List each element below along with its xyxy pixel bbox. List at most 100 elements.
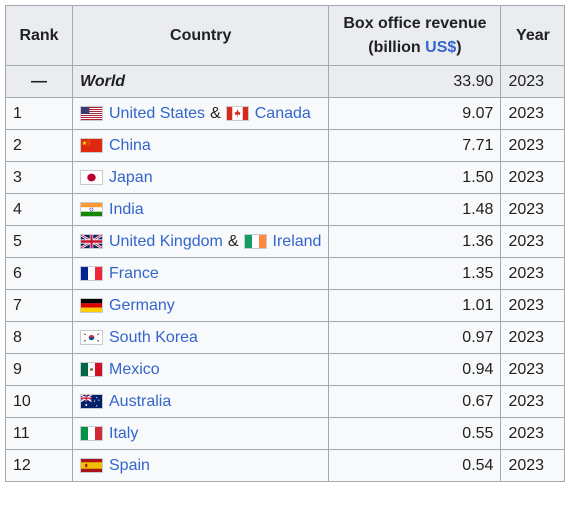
country-link[interactable]: France	[109, 264, 159, 282]
revenue-header[interactable]: Box office revenue (billion US$)	[328, 5, 502, 66]
country-group: United Kingdom & Ireland	[80, 233, 321, 251]
world-label: World	[71, 65, 330, 98]
country-group: India	[80, 201, 321, 219]
rank-header[interactable]: Rank	[5, 5, 73, 66]
country-link[interactable]: Canada	[254, 104, 311, 122]
flag-in-icon[interactable]	[80, 202, 103, 217]
flag-ie-icon[interactable]	[243, 234, 267, 249]
country-group: South Korea	[80, 329, 321, 347]
country-header-label: Country	[170, 26, 232, 44]
country-group: Japan	[80, 169, 321, 187]
country-cell: India	[71, 193, 330, 226]
year-cell: 2023	[500, 289, 566, 322]
country-link[interactable]: Italy	[109, 424, 139, 442]
country-link[interactable]: Ireland	[272, 232, 322, 250]
world-row: — World 33.90 2023	[5, 65, 566, 98]
flag-de-icon[interactable]	[80, 298, 103, 313]
country-link[interactable]: China	[109, 136, 151, 154]
year-cell: 2023	[500, 353, 566, 386]
country-link[interactable]: Mexico	[109, 360, 160, 378]
rank-cell: 7	[5, 289, 73, 322]
flag-es-icon[interactable]	[80, 458, 103, 473]
table-row: 2 China 7.71 2023	[5, 129, 566, 162]
table-row: 7 Germany 1.01 2023	[5, 289, 566, 322]
year-cell: 2023	[500, 225, 566, 258]
table-row: 10 Australia 0.67 2023	[5, 385, 566, 418]
flag-mx-icon[interactable]	[80, 362, 103, 377]
table-row: 6 France 1.35 2023	[5, 257, 566, 290]
country-cell: France	[71, 257, 330, 290]
rank-cell: 6	[5, 257, 73, 290]
revenue-cell: 0.54	[328, 449, 502, 482]
country-group: Spain	[80, 457, 321, 475]
country-group: United States & Canada	[80, 105, 321, 123]
world-revenue: 33.90	[328, 65, 502, 98]
flag-it-icon[interactable]	[80, 426, 103, 441]
country-group: China	[80, 137, 321, 155]
country-link[interactable]: Australia	[109, 392, 172, 410]
country-group: Germany	[80, 297, 321, 315]
flag-us-icon[interactable]	[80, 106, 103, 121]
flag-jp-icon[interactable]	[80, 170, 103, 185]
rank-header-label: Rank	[19, 26, 59, 44]
rank-cell: 1	[5, 97, 73, 130]
flag-fr-icon[interactable]	[80, 266, 103, 281]
table-row: 8 South Korea 0.97 2023	[5, 321, 566, 354]
revenue-cell: 9.07	[328, 97, 502, 130]
rank-cell: 4	[5, 193, 73, 226]
table-row: 5 United Kingdom & Ireland 1.36 2023	[5, 225, 566, 258]
country-cell: Italy	[71, 417, 330, 450]
world-rank: —	[5, 65, 73, 98]
year-cell: 2023	[500, 97, 566, 130]
flag-ca-icon[interactable]	[225, 106, 249, 121]
country-link[interactable]: Germany	[109, 296, 175, 314]
usd-link[interactable]: US$	[425, 38, 457, 56]
country-cell: China	[71, 129, 330, 162]
rank-cell: 5	[5, 225, 73, 258]
rank-cell: 10	[5, 385, 73, 418]
revenue-header-line2: (billion US$)	[336, 36, 493, 60]
flag-kr-icon[interactable]	[80, 330, 103, 345]
revenue-header-prefix: (billion	[368, 38, 426, 56]
rank-cell: 9	[5, 353, 73, 386]
country-cell: Australia	[71, 385, 330, 418]
revenue-cell: 1.48	[328, 193, 502, 226]
country-cell: Spain	[71, 449, 330, 482]
country-link[interactable]: India	[109, 200, 144, 218]
country-link[interactable]: Japan	[109, 168, 153, 186]
revenue-cell: 1.35	[328, 257, 502, 290]
country-cell: United Kingdom & Ireland	[71, 225, 330, 258]
box-office-table: Rank Country Box office revenue (billion…	[5, 5, 566, 482]
flag-gb-icon[interactable]	[80, 234, 103, 249]
country-link[interactable]: United States	[109, 104, 206, 122]
country-header[interactable]: Country	[71, 5, 330, 66]
rank-cell: 8	[5, 321, 73, 354]
rank-cell: 11	[5, 417, 73, 450]
country-group: France	[80, 265, 321, 283]
country-link[interactable]: Spain	[109, 456, 150, 474]
revenue-cell: 1.01	[328, 289, 502, 322]
table-row: 3 Japan 1.50 2023	[5, 161, 566, 194]
revenue-cell: 0.67	[328, 385, 502, 418]
year-cell: 2023	[500, 161, 566, 194]
revenue-cell: 1.50	[328, 161, 502, 194]
country-joiner: &	[210, 104, 221, 122]
country-link[interactable]: United Kingdom	[109, 232, 223, 250]
country-link[interactable]: South Korea	[109, 328, 198, 346]
year-header-label: Year	[516, 26, 550, 44]
year-cell: 2023	[500, 193, 566, 226]
year-cell: 2023	[500, 417, 566, 450]
box-office-table-container: Rank Country Box office revenue (billion…	[5, 5, 566, 482]
country-group: Mexico	[80, 361, 321, 379]
revenue-header-suffix: )	[456, 38, 462, 56]
revenue-cell: 0.94	[328, 353, 502, 386]
rank-cell: 3	[5, 161, 73, 194]
country-cell: Germany	[71, 289, 330, 322]
country-group: Italy	[80, 425, 321, 443]
flag-au-icon[interactable]	[80, 394, 103, 409]
year-cell: 2023	[500, 129, 566, 162]
country-cell: Japan	[71, 161, 330, 194]
flag-cn-icon[interactable]	[80, 138, 103, 153]
year-header[interactable]: Year	[500, 5, 566, 66]
year-cell: 2023	[500, 385, 566, 418]
